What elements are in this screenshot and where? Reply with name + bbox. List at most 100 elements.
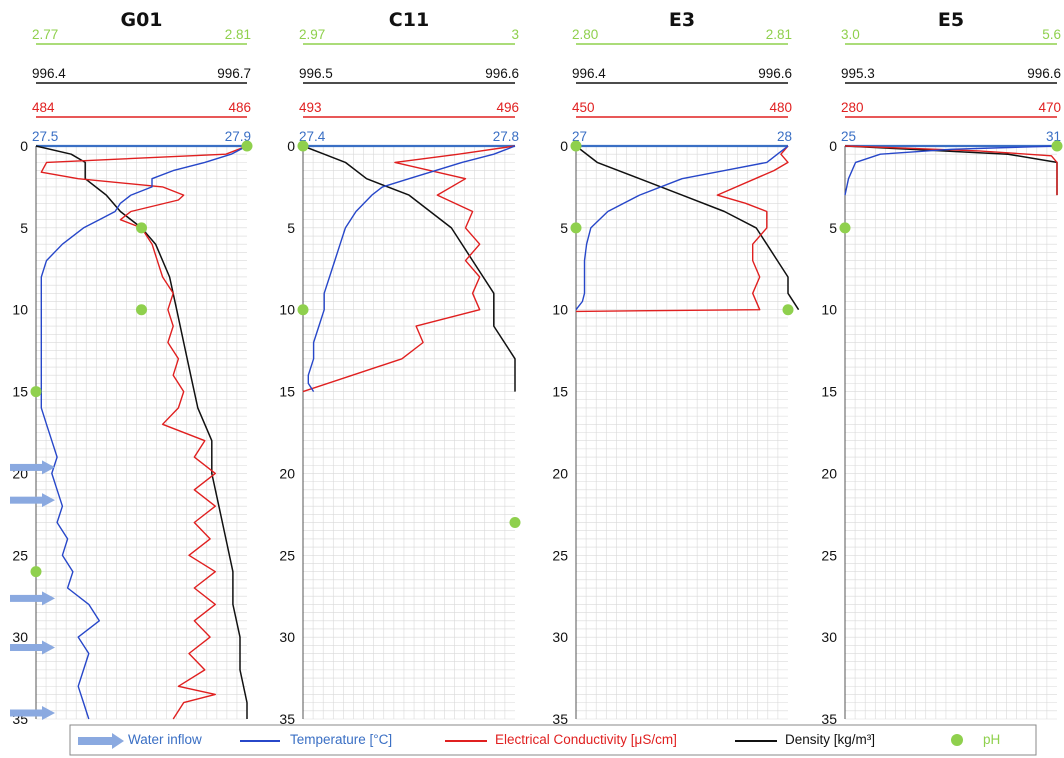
- depth-tick-label: 10: [279, 302, 295, 318]
- temperature-line: [40, 145, 248, 720]
- water-inflow-arrow-shaft: [10, 463, 42, 471]
- depth-tick-label: 25: [552, 547, 568, 563]
- water-inflow-arrow-shaft: [10, 594, 42, 602]
- water-inflow-arrow: [10, 640, 55, 655]
- legend-density-label: Density [kg/m³]: [785, 732, 875, 747]
- depth-tick-label: 0: [287, 138, 295, 154]
- ph-axis-max: 2.81: [766, 27, 792, 42]
- legend-arrow-shaft: [78, 737, 112, 745]
- legend-ph-marker: [951, 734, 963, 746]
- density-line: [35, 145, 248, 719]
- depth-tick-label: 10: [821, 302, 837, 318]
- density-axis-min: 996.5: [299, 66, 333, 81]
- depth-tick-label: 20: [279, 465, 295, 481]
- conductivity-axis-max: 470: [1038, 100, 1061, 115]
- panel-title: E5: [938, 9, 964, 31]
- water-inflow-arrow-head: [42, 460, 55, 475]
- ph-point: [509, 517, 521, 529]
- panel-title: E3: [669, 9, 695, 31]
- density-axis-max: 996.7: [217, 66, 251, 81]
- temperature-axis-min: 27.5: [32, 129, 58, 144]
- panel-title: C11: [389, 9, 429, 31]
- density-axis-max: 996.6: [758, 66, 792, 81]
- depth-tick-label: 20: [821, 465, 837, 481]
- depth-tick-label: 15: [279, 384, 295, 400]
- density-axis-min: 996.4: [32, 66, 66, 81]
- ph-point: [839, 222, 851, 234]
- ph-point: [782, 304, 794, 316]
- legend-water-inflow-arrow: [78, 733, 124, 749]
- temperature-axis-max: 28: [777, 129, 792, 144]
- conductivity-line: [40, 145, 248, 720]
- depth-tick-label: 25: [279, 547, 295, 563]
- depth-tick-label: 30: [552, 629, 568, 645]
- temperature-axis-min: 27.4: [299, 129, 326, 144]
- water-inflow-arrow: [10, 460, 55, 475]
- depth-tick-label: 35: [552, 711, 568, 727]
- conductivity-axis-min: 450: [572, 100, 595, 115]
- temperature-axis-min: 27: [572, 129, 587, 144]
- water-inflow-arrow: [10, 493, 55, 508]
- conductivity-axis-max: 496: [496, 100, 519, 115]
- depth-tick-label: 0: [560, 138, 568, 154]
- depth-tick-label: 25: [821, 547, 837, 563]
- depth-tick-label: 5: [20, 220, 28, 236]
- ph-point: [1051, 140, 1063, 152]
- conductivity-axis-min: 493: [299, 100, 322, 115]
- water-inflow-arrow-shaft: [10, 496, 42, 504]
- density-line: [575, 145, 800, 311]
- temperature-axis-max: 31: [1046, 129, 1061, 144]
- ph-axis-min: 2.80: [572, 27, 598, 42]
- panel-e3: 0 5 10 15 20 25 30 35 E3 2.80 2.81 996.4 996.6 450 480…: [552, 9, 800, 727]
- temperature-axis-max: 27.9: [225, 129, 251, 144]
- ph-axis-max: 5.6: [1042, 27, 1061, 42]
- depth-tick-label: 35: [821, 711, 837, 727]
- ph-point: [570, 140, 582, 152]
- depth-tick-label: 35: [279, 711, 295, 727]
- conductivity-line: [575, 145, 789, 313]
- temperature-line: [575, 145, 789, 311]
- ph-point: [570, 222, 582, 234]
- depth-tick-label: 5: [829, 220, 837, 236]
- ph-point: [136, 304, 147, 316]
- temperature-axis-max: 27.8: [493, 129, 519, 144]
- density-axis-max: 996.6: [1027, 66, 1061, 81]
- water-inflow-arrow-head: [42, 493, 55, 508]
- ph-axis-min: 2.97: [299, 27, 325, 42]
- panel-c11: 0 5 10 15 20 25 30 35 C11 2.97 3 996.5 996.6 493 496 27…: [279, 9, 521, 727]
- ph-point: [297, 140, 309, 152]
- legend-box: [69, 724, 1037, 756]
- conductivity-line: [302, 145, 516, 393]
- panel-e5: 0 5 10 15 20 25 30 35 E5 3.0 5.6 995.3 996.6 280 470 25…: [821, 9, 1063, 727]
- density-line: [302, 145, 516, 392]
- legend: Water inflow Temperature [°C] Electrical C…: [69, 724, 1037, 756]
- water-inflow-arrow-shaft: [10, 709, 42, 717]
- depth-tick-label: 5: [287, 220, 295, 236]
- conductivity-axis-max: 480: [769, 100, 792, 115]
- ph-point: [136, 222, 147, 234]
- legend-temperature-label: Temperature [°C]: [290, 732, 392, 747]
- conductivity-axis-min: 280: [841, 100, 864, 115]
- legend-ph-label: pH: [983, 732, 1000, 747]
- temperature-line: [844, 145, 1058, 196]
- water-inflow-arrow-head: [42, 706, 55, 720]
- temperature-axis-min: 25: [841, 129, 856, 144]
- conductivity-line: [844, 145, 1058, 196]
- density-axis-min: 995.3: [841, 66, 875, 81]
- ph-axis-min: 3.0: [841, 27, 860, 42]
- ph-axis-max: 3: [511, 27, 519, 42]
- ph-point: [241, 140, 253, 152]
- depth-tick-label: 0: [20, 138, 28, 154]
- ph-axis-max: 2.81: [225, 27, 251, 42]
- water-inflow-arrow-head: [42, 591, 55, 606]
- water-inflow-arrow-shaft: [10, 644, 42, 652]
- depth-tick-label: 15: [12, 384, 28, 400]
- ph-point: [30, 566, 42, 578]
- depth-tick-label: 15: [821, 384, 837, 400]
- legend-conductivity-label: Electrical Conductivity [μS/cm]: [495, 732, 677, 747]
- legend-water-inflow-label: Water inflow: [128, 732, 202, 747]
- ph-point: [297, 304, 309, 316]
- ph-axis-min: 2.77: [32, 27, 58, 42]
